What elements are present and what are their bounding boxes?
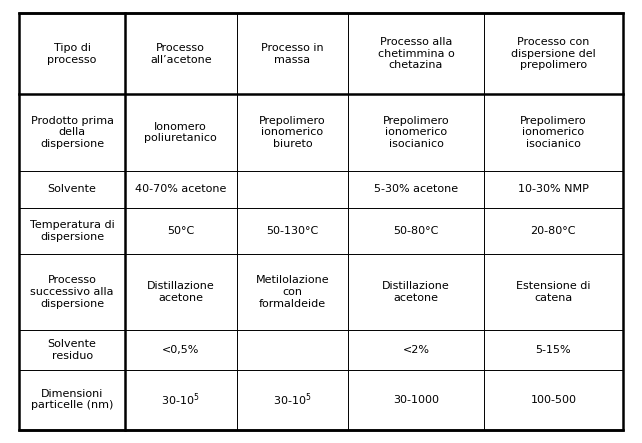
- Text: Processo in
massa: Processo in massa: [261, 43, 324, 65]
- Text: 30-1000: 30-1000: [393, 395, 439, 404]
- Text: 50-80°C: 50-80°C: [394, 226, 438, 236]
- Text: Processo
all’acetone: Processo all’acetone: [150, 43, 211, 65]
- Text: Processo alla
chetimmina o
chetazina: Processo alla chetimmina o chetazina: [377, 37, 455, 70]
- Text: Processo con
dispersione del
prepolimero: Processo con dispersione del prepolimero: [511, 37, 596, 70]
- Text: 5-15%: 5-15%: [535, 345, 571, 355]
- Text: 50-130°C: 50-130°C: [266, 226, 318, 236]
- Text: Ionomero
poliuretanico: Ionomero poliuretanico: [144, 122, 217, 143]
- Text: <2%: <2%: [403, 345, 429, 355]
- Text: Temperatura di
dispersione: Temperatura di dispersione: [30, 220, 114, 241]
- Text: 10-30% NMP: 10-30% NMP: [518, 184, 589, 194]
- Text: 5-30% acetone: 5-30% acetone: [374, 184, 458, 194]
- Text: Prodotto prima
della
dispersione: Prodotto prima della dispersione: [31, 116, 114, 149]
- Text: Tipo di
processo: Tipo di processo: [48, 43, 97, 65]
- Text: 40-70% acetone: 40-70% acetone: [135, 184, 227, 194]
- Text: Processo
successivo alla
dispersione: Processo successivo alla dispersione: [30, 276, 114, 309]
- Text: 50°C: 50°C: [167, 226, 195, 236]
- Text: <0,5%: <0,5%: [162, 345, 200, 355]
- Text: Prepolimero
ionomerico
isocianico: Prepolimero ionomerico isocianico: [520, 116, 587, 149]
- Text: Solvente
residuo: Solvente residuo: [48, 339, 96, 361]
- Text: Distillazione
acetone: Distillazione acetone: [382, 281, 450, 303]
- Text: Dimensioni
particelle (nm): Dimensioni particelle (nm): [31, 389, 113, 410]
- Text: Distillazione
acetone: Distillazione acetone: [147, 281, 214, 303]
- Text: Prepolimero
ionomerico
isocianico: Prepolimero ionomerico isocianico: [383, 116, 449, 149]
- Text: Solvente: Solvente: [48, 184, 96, 194]
- Text: Prepolimero
ionomerico
biureto: Prepolimero ionomerico biureto: [259, 116, 325, 149]
- Text: 30-$10^5$: 30-$10^5$: [273, 391, 311, 408]
- Text: Metilolazione
con
formaldeide: Metilolazione con formaldeide: [256, 276, 329, 309]
- Text: 20-80°C: 20-80°C: [530, 226, 576, 236]
- Text: Estensione di
catena: Estensione di catena: [516, 281, 591, 303]
- Text: 30-$10^5$: 30-$10^5$: [161, 391, 200, 408]
- Text: 100-500: 100-500: [530, 395, 577, 404]
